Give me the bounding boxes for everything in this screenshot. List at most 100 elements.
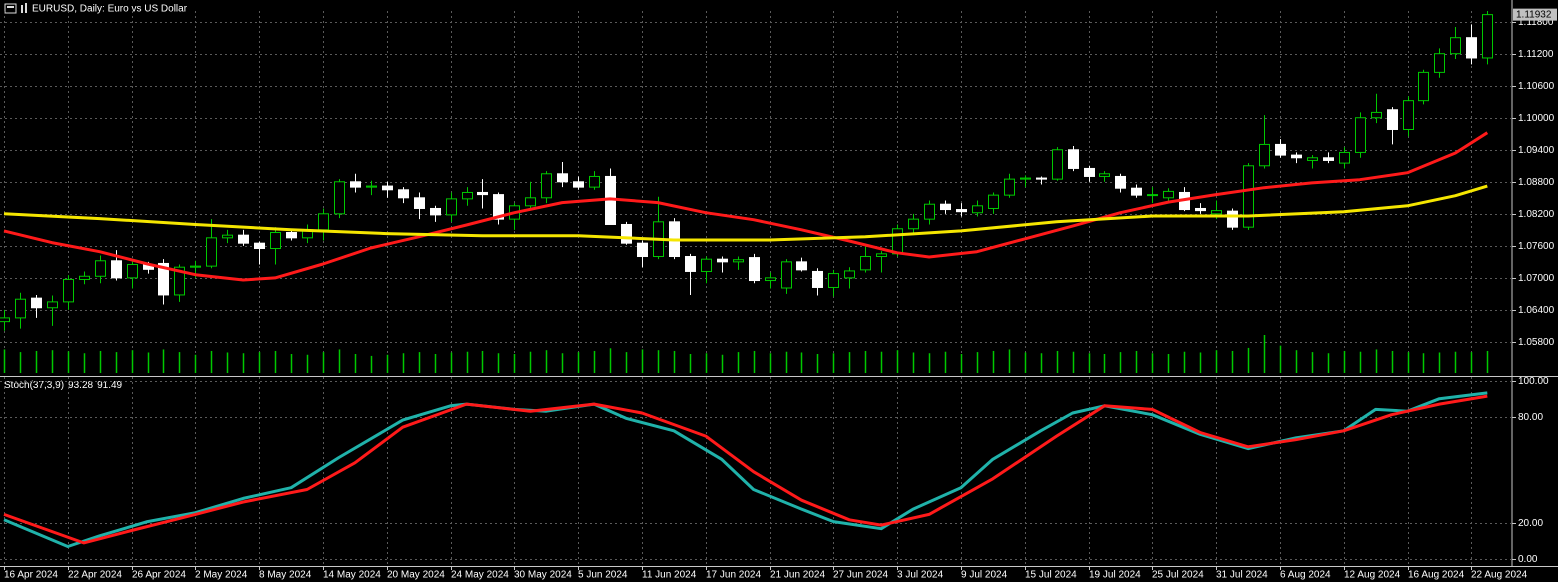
candle-body [1466,37,1477,59]
candle-body [621,223,632,244]
x-tick-label: 26 Apr 2024 [132,570,186,581]
candle-body [414,197,425,209]
y-tick-label: 1.11200 [1518,49,1554,60]
candle-body [908,218,919,230]
candle-body [1387,109,1398,130]
x-tick-label: 11 Jun 2024 [642,570,697,581]
candle-body [1036,177,1047,180]
icon [21,5,23,13]
x-tick-label: 14 May 2024 [323,570,381,581]
y-tick-label: 100.00 [1518,376,1549,387]
x-tick-label: 21 Jun 2024 [770,570,825,581]
x-tick-label: 16 Aug 2024 [1408,570,1465,581]
candle-body [158,262,169,296]
y-tick-label: 1.10600 [1518,81,1555,92]
y-tick-label: 0.00 [1518,554,1538,565]
candle-body [1115,175,1126,189]
candle-body [956,209,967,213]
candle-body [15,298,26,319]
candle-body [398,189,409,199]
grid [0,11,1512,565]
candle-body [924,203,935,220]
candle-body [1371,111,1382,119]
candle-body [1243,165,1254,228]
candle-body [350,181,361,188]
candle-body [1482,14,1493,59]
header-icons [4,3,27,14]
candle-body [1020,177,1031,180]
indicator-line [3,131,1489,282]
y-tick-label: 1.10000 [1518,113,1555,124]
x-tick-label: 24 May 2024 [451,570,509,581]
candle-body [127,264,138,279]
x-tick-label: 5 Jun 2024 [578,570,628,581]
candle-body [828,273,839,288]
x-tick-label: 8 May 2024 [259,570,312,581]
candle-body [1403,100,1414,130]
candle-body [1211,210,1222,215]
candle-body [382,185,393,191]
y-tick-label: 20.00 [1518,518,1543,529]
x-tick-label: 22 Apr 2024 [68,570,122,581]
candle-body [1052,149,1063,180]
candle-body [749,257,760,282]
candle-body [1163,190,1174,199]
candle-body [1355,117,1366,153]
icon [7,6,14,8]
x-tick-label: 2 May 2024 [195,570,248,581]
candle-body [31,297,42,309]
candle-body [446,198,457,216]
candle-body [892,228,903,255]
icon [4,3,17,14]
candle-body [430,207,441,216]
x-tick-label: 16 Apr 2024 [4,570,58,581]
candle-body [318,213,329,231]
candle-body [222,234,233,239]
y-tick-label: 1.08200 [1518,209,1555,220]
candle-body [1084,167,1095,177]
candle-body [1259,143,1270,167]
y-tick-label: 1.08800 [1518,177,1555,188]
candle-body [0,317,10,323]
x-tick-label: 3 Jul 2024 [897,570,944,581]
x-tick-label: 12 Aug 2024 [1344,570,1401,581]
candle-body [270,231,281,250]
candle-body [286,231,297,239]
candle-body [1068,149,1079,169]
x-tick-label: 20 May 2024 [387,570,445,581]
indicator-value: 91.49 [97,380,122,391]
candle-body [111,260,122,279]
x-tick-label: 6 Aug 2024 [1280,570,1331,581]
x-tick-label: 30 May 2024 [514,570,572,581]
candle-body [1099,173,1110,177]
price-label: 1.11932 [1516,9,1552,20]
candle-body [1339,151,1350,164]
candle-body [1418,71,1429,102]
indicator-title: Stoch(37,3,9) [4,380,64,391]
candle-body [1147,194,1158,197]
candle-body [1195,207,1206,212]
candle-body [1275,143,1286,156]
indicator-label: Stoch(37,3,9) 93.28 91.49 [4,380,123,391]
candle-body [972,205,983,214]
y-tick-label: 1.06400 [1518,305,1555,316]
candle-body [1307,157,1318,161]
candle-body [1450,37,1461,55]
candle-body [254,242,265,250]
candle-body [1323,157,1334,161]
indicator-line [3,184,1488,242]
candle-body [366,185,377,188]
candle-body [47,301,58,309]
candle-body [573,181,584,188]
candle-body [493,194,504,220]
candle-body [860,256,871,271]
candle-body [1434,53,1445,73]
candle-body [557,173,568,183]
candle-body [876,253,887,258]
y-tick-label: 1.09400 [1518,145,1555,156]
candle-body [637,242,648,258]
x-tick-label: 15 Jul 2024 [1025,570,1077,581]
